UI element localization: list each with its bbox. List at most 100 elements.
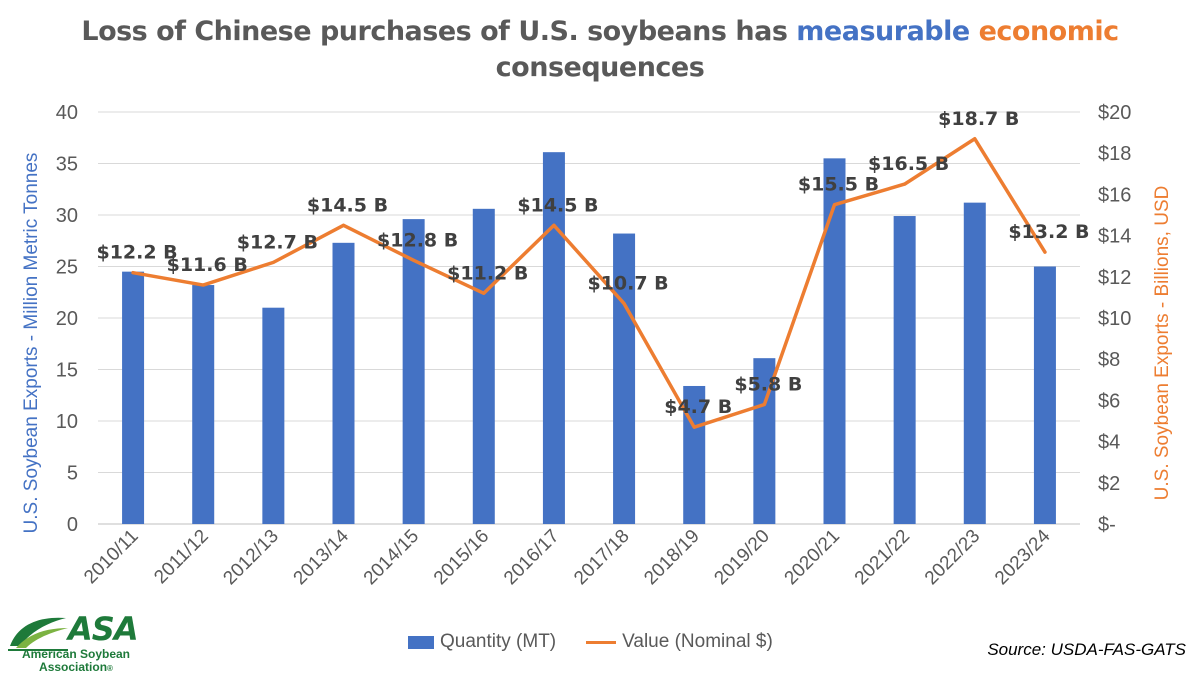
data-label: $11.6 B: [167, 254, 248, 276]
y-right-tick-label: $6: [1098, 390, 1120, 412]
data-label: $12.7 B: [237, 231, 318, 253]
legend: Quantity (MT) Value (Nominal $): [408, 631, 803, 653]
bar: [542, 152, 565, 525]
data-label: $18.7 B: [938, 108, 1019, 130]
x-tick-label: 2019/20: [710, 526, 773, 589]
title-part-2: measurable: [796, 16, 970, 47]
data-label: $4.7 B: [664, 396, 732, 418]
data-label: $13.2 B: [1008, 221, 1089, 243]
y-right-tick-label: $2: [1098, 473, 1120, 495]
x-tick-label: 2015/16: [430, 526, 493, 589]
line-point: [201, 283, 205, 287]
title-part-1: Loss of Chinese purchases of U.S. soybea…: [81, 16, 797, 47]
legend-bar-swatch: [408, 635, 434, 649]
x-tick-label: 2014/15: [360, 526, 423, 589]
logo-subtitle: American Soybean Association®: [6, 648, 146, 675]
data-label: $11.2 B: [447, 262, 528, 284]
y-left-tick-label: 10: [56, 411, 78, 433]
line-point: [552, 223, 556, 227]
line-point: [482, 291, 486, 295]
y-right-tick-label: $-: [1098, 514, 1116, 536]
y-axis-left-title: U.S. Soybean Exports - Million Metric To…: [21, 152, 42, 534]
soybean-leaf-icon: [8, 617, 68, 651]
data-label: $14.5 B: [517, 194, 598, 216]
x-tick-label: 2020/21: [781, 526, 844, 589]
y-left-tick-label: 40: [56, 102, 78, 124]
title-part-3: economic: [978, 16, 1120, 47]
x-tick-label: 2010/11: [80, 526, 142, 588]
line-point: [973, 137, 977, 141]
bar: [262, 307, 285, 524]
bar: [893, 216, 916, 524]
legend-item-quantity: Quantity (MT): [408, 631, 556, 653]
y-right-tick-label: $12: [1098, 267, 1131, 289]
y-left-tick-label: 20: [56, 308, 78, 330]
bar: [963, 202, 986, 524]
registered-mark: ®: [107, 664, 113, 673]
bar: [613, 233, 636, 525]
bar: [753, 358, 776, 524]
logo-wordmark: ASA: [68, 610, 139, 648]
line-point: [622, 302, 626, 306]
line-point: [692, 425, 696, 429]
data-label: $15.5 B: [798, 174, 879, 196]
data-label: $14.5 B: [307, 194, 388, 216]
y-right-tick-label: $10: [1098, 308, 1131, 330]
y-left-tick-label: 25: [56, 257, 78, 279]
y-left-tick-label: 5: [67, 463, 78, 485]
x-tick-label: 2018/19: [640, 526, 703, 589]
line-series: [131, 137, 1047, 429]
y-left-tick-label: 35: [56, 154, 78, 176]
bar: [192, 285, 215, 524]
bar: [122, 271, 145, 524]
y-left-tick-label: 0: [67, 514, 78, 536]
data-label: $16.5 B: [868, 153, 949, 175]
x-tick-label: 2023/24: [991, 525, 1055, 589]
bar: [332, 242, 355, 524]
y-right-tick-label: $18: [1098, 143, 1131, 165]
x-axis: 2010/11 2011/12 2012/13 2013/14 2014/15 2015/…: [80, 525, 1055, 589]
value-line: [131, 137, 1047, 429]
x-tick-label: 2022/23: [921, 526, 984, 589]
y-right-tick-label: $8: [1098, 349, 1120, 371]
line-point: [131, 271, 135, 275]
bar: [823, 158, 846, 524]
y-right-tick-label: $14: [1098, 226, 1131, 248]
y-left-tick-label: 15: [56, 360, 78, 382]
chart-title: Loss of Chinese purchases of U.S. soybea…: [0, 16, 1200, 47]
x-tick-label: 2011/12: [150, 526, 212, 588]
y-axis-right: $- $2 $4 $6 $8 $10 $12 $14 $16 $18 $20: [1098, 102, 1131, 536]
x-tick-label: 2016/17: [500, 526, 563, 589]
x-tick-label: 2017/18: [570, 526, 633, 589]
x-tick-label: 2012/13: [219, 526, 282, 589]
bar: [1033, 266, 1056, 524]
y-right-tick-label: $16: [1098, 184, 1131, 206]
legend-label-quantity: Quantity (MT): [440, 631, 557, 652]
legend-label-value: Value (Nominal $): [622, 631, 773, 652]
legend-item-value: Value (Nominal $): [586, 631, 773, 653]
x-tick-label: 2013/14: [290, 525, 354, 589]
line-point: [1043, 250, 1047, 254]
line-point: [833, 203, 836, 207]
legend-line-swatch: [586, 640, 617, 644]
logo-sub-line-1: American Soybean: [21, 647, 131, 661]
data-label: $5.8 B: [734, 374, 802, 396]
data-labels: $12.2 B$11.6 B$12.7 B $14.5 B $12.8 B $11.2…: [96, 108, 1089, 418]
x-tick-label: 2021/22: [851, 526, 914, 589]
line-point: [903, 182, 907, 186]
y-right-tick-label: $4: [1098, 432, 1120, 454]
y-right-tick-label: $20: [1098, 102, 1131, 124]
asa-logo: ASA American Soybean Association®: [6, 610, 146, 675]
bar: [402, 219, 425, 524]
chart-title-line-2: consequences: [495, 52, 705, 83]
y-axis-left: 0 5 10 15 20 25 30 35 40: [56, 102, 78, 536]
data-label: $12.8 B: [377, 229, 458, 251]
bar: [472, 208, 495, 524]
data-label: $12.2 B: [96, 242, 177, 264]
data-label: $10.7 B: [587, 273, 668, 295]
y-left-tick-label: 30: [56, 205, 78, 227]
logo-sub-line-2: Association: [39, 660, 108, 674]
line-point: [412, 258, 416, 262]
line-point: [271, 260, 275, 264]
